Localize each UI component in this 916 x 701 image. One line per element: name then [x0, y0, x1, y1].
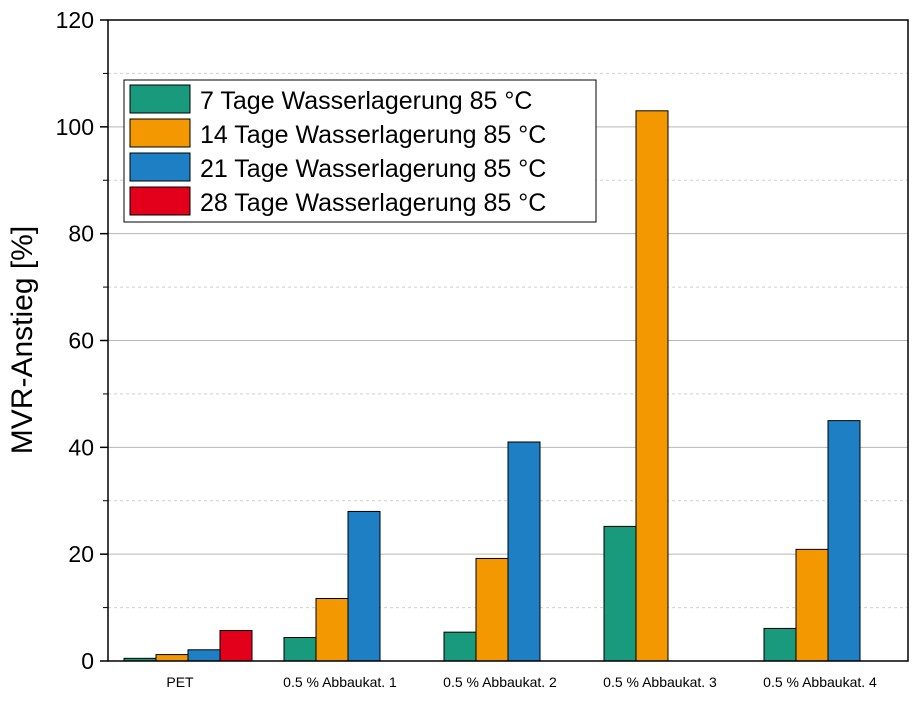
- bar-2-2: [315, 598, 349, 662]
- y-tick-label: 60: [68, 328, 94, 354]
- bar-3-1: [187, 649, 221, 662]
- legend-swatch: [129, 186, 191, 216]
- bar-2-3: [475, 557, 509, 662]
- bar-4-1: [219, 630, 253, 662]
- x-tick-label: 0.5 % Abbaukat. 2: [443, 674, 557, 690]
- legend-label: 14 Tage Wasserlagerung 85 °C: [200, 121, 546, 149]
- y-tick-label: 100: [56, 114, 94, 140]
- bar-3-2: [347, 510, 381, 662]
- bar-2-5: [795, 548, 829, 662]
- bar-1-3: [443, 631, 477, 662]
- bar-2-4: [635, 110, 669, 662]
- axes: [100, 19, 909, 662]
- legend-label: 28 Tage Wasserlagerung 85 °C: [200, 189, 546, 217]
- legend-box: [123, 79, 597, 223]
- y-tick-label: 120: [56, 7, 94, 33]
- legend-label: 21 Tage Wasserlagerung 85 °C: [200, 155, 546, 183]
- y-tick-label: 0: [81, 648, 94, 674]
- legend-swatch: [129, 118, 191, 148]
- bar-2-1: [155, 654, 189, 662]
- bar-1-2: [283, 636, 317, 662]
- legend-swatch: [129, 152, 191, 182]
- x-tick-label: 0.5 % Abbaukat. 1: [283, 674, 397, 690]
- bar-1-5: [763, 627, 797, 662]
- axis-labels: 0 20 40 60 80 100 120 PET 0.5 % Abbaukat. 1 0.5 %…: [56, 7, 877, 690]
- y-tick-label: 80: [68, 221, 94, 247]
- y-tick-label: 40: [68, 434, 94, 460]
- x-tick-label: 0.5 % Abbaukat. 3: [603, 674, 717, 690]
- x-tick-label: PET: [166, 674, 194, 690]
- y-tick-label: 20: [68, 541, 94, 567]
- legend-swatch: [129, 84, 191, 114]
- legend-label: 7 Tage Wasserlagerung 85 °C: [200, 87, 532, 115]
- legend: 7 Tage Wasserlagerung 85 °C 14 Tage Wasse…: [123, 79, 597, 223]
- bar-3-3: [507, 441, 541, 662]
- x-tick-label: 0.5 % Abbaukat. 4: [763, 674, 877, 690]
- y-axis-title: MVR-Anstieg [%]: [6, 226, 39, 454]
- bar-3-5: [827, 420, 861, 662]
- bar-1-4: [603, 525, 637, 662]
